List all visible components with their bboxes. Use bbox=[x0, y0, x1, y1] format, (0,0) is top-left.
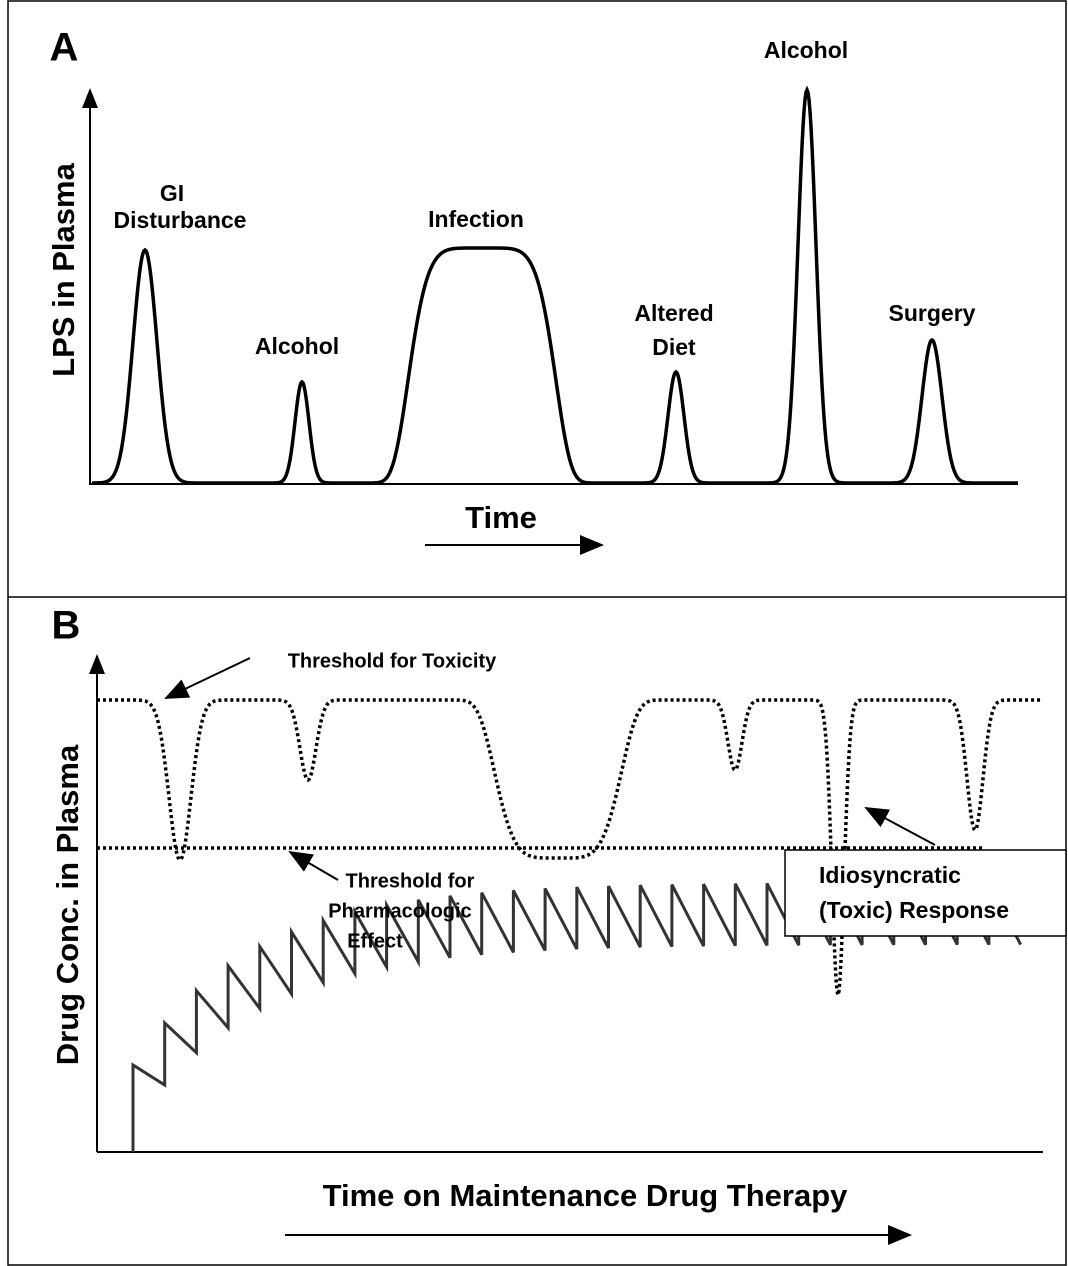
annotation: Threshold for bbox=[346, 870, 475, 892]
x-axis-label: Time bbox=[465, 500, 537, 535]
annotation: Pharmacologic bbox=[328, 900, 471, 922]
panel-label: B bbox=[52, 604, 81, 648]
event-label: Diet bbox=[652, 334, 696, 360]
event-label: Infection bbox=[428, 206, 524, 232]
event-label: Alcohol bbox=[764, 37, 848, 63]
toxicity-threshold-line bbox=[97, 698, 1043, 996]
annotation: Idiosyncratic bbox=[819, 862, 961, 888]
frame bbox=[7, 0, 1067, 1266]
annotation-arrow bbox=[864, 807, 936, 846]
annotation: Effect bbox=[347, 930, 403, 952]
event-label: Disturbance bbox=[114, 207, 247, 233]
x-axis-label: Time on Maintenance Drug Therapy bbox=[323, 1178, 849, 1213]
annotation: (Toxic) Response bbox=[819, 897, 1009, 923]
event-label: GI bbox=[160, 180, 184, 206]
y-axis-label: Drug Conc. in Plasma bbox=[50, 744, 85, 1065]
y-axis-label: LPS in Plasma bbox=[46, 162, 81, 376]
lps-curve bbox=[92, 85, 1018, 485]
event-label: Alcohol bbox=[255, 333, 339, 359]
annotation-arrow bbox=[288, 850, 339, 881]
response-box bbox=[784, 849, 1067, 937]
annotation-arrow bbox=[164, 657, 251, 699]
axis-arrow bbox=[82, 88, 98, 108]
event-label: Altered bbox=[634, 300, 713, 326]
axis-arrow bbox=[89, 654, 105, 674]
panel-label: A bbox=[50, 26, 79, 70]
annotation: Threshold for Toxicity bbox=[288, 650, 497, 672]
event-label: Surgery bbox=[889, 300, 976, 326]
